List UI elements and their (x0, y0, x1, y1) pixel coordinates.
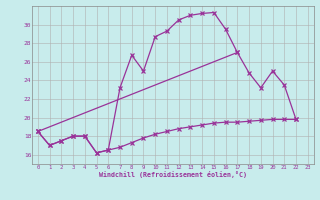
X-axis label: Windchill (Refroidissement éolien,°C): Windchill (Refroidissement éolien,°C) (99, 171, 247, 178)
